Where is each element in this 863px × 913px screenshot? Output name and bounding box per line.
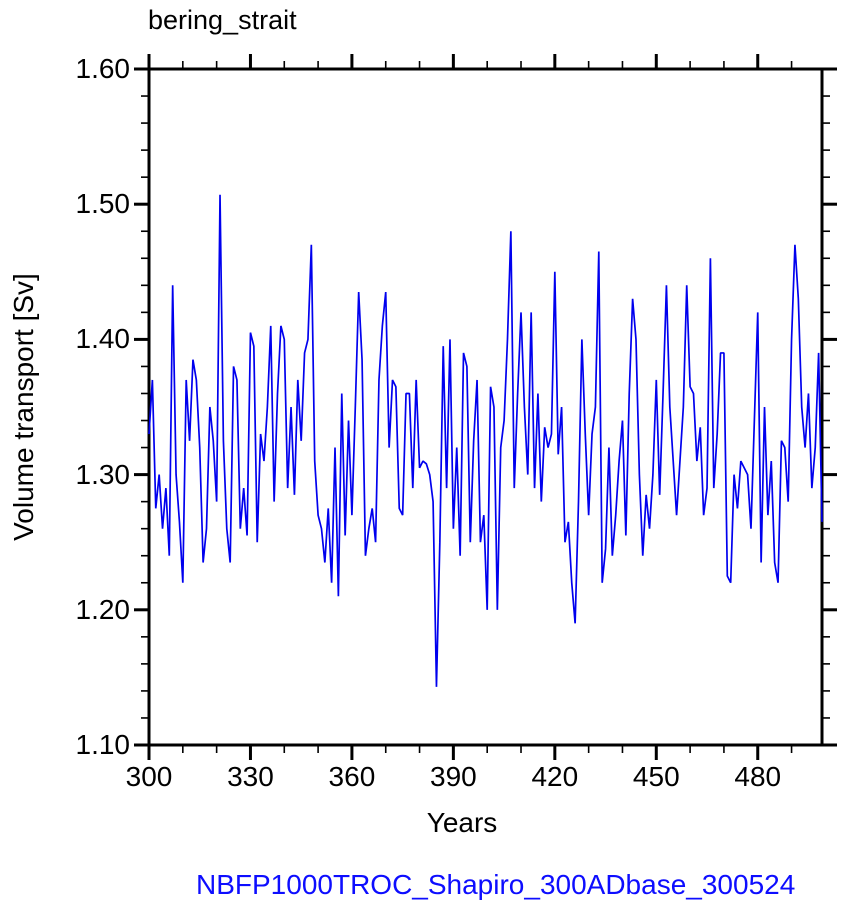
x-tick-label: 390 [430,761,477,792]
x-tick-label: 480 [734,761,782,792]
plot-frame [147,67,824,747]
y-tick-label: 1.40 [75,323,131,355]
y-tick-label: 1.50 [75,188,131,220]
data-series-line [148,194,823,687]
y-tick-label: 1.20 [75,593,131,625]
x-tick-label: 330 [227,761,274,792]
x-tick-label: 360 [328,761,376,792]
x-axis-title: Years [426,807,498,838]
annotation-run-id: NBFP1000TROC_Shapiro_300ADbase_300524 [196,869,796,900]
x-tick-label: 300 [125,761,173,792]
y-axis-title: Volume transport [Sv] [8,273,39,541]
chart-title: bering_strait [148,5,297,35]
axis-ticks [134,54,837,760]
y-tick-label: 1.10 [75,729,131,760]
y-tick-label: 1.30 [75,458,131,490]
y-tick-label: 1.60 [75,53,131,84]
x-tick-label: 450 [632,761,680,792]
x-tick-label: 420 [531,761,579,792]
